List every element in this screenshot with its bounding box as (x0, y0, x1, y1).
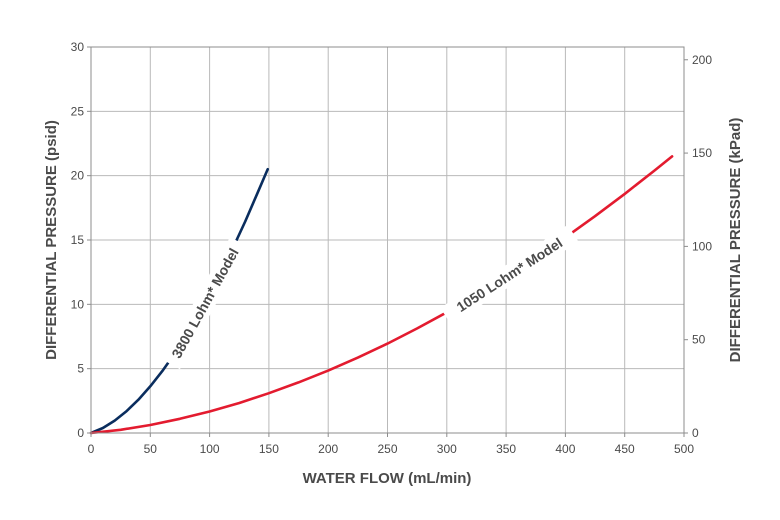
series-line-1 (89, 167, 269, 435)
grid (91, 47, 684, 433)
x-tick-label: 0 (88, 442, 95, 456)
x-tick-label: 250 (377, 442, 397, 456)
x-tick-label: 400 (555, 442, 575, 456)
y-tick-label: 5 (77, 362, 84, 376)
tick-labels: 0 50 100 150 200 250 300 350 400 450 5000510152025… (71, 40, 713, 456)
curve-label-background (440, 224, 579, 325)
x-tick-label: 450 (615, 442, 635, 456)
x-tick-label: 100 (200, 442, 220, 456)
curve-label-background (162, 236, 248, 370)
curve-label-1: 3800 Lohm* Model (168, 245, 241, 360)
curve-label-2: 1050 Lohm* Model (454, 235, 566, 316)
y2-tick-label: 100 (692, 239, 712, 253)
y2-tick-label: 200 (692, 53, 712, 67)
x-tick-label: 500 (674, 442, 694, 456)
y-tick-label: 10 (71, 297, 85, 311)
x-tick-label: 200 (318, 442, 338, 456)
y2-tick-label: 50 (692, 333, 706, 347)
y2-tick-label: 150 (692, 146, 712, 160)
x-tick-label: 300 (437, 442, 457, 456)
curve-labels: 3800 Lohm* Model 1050 Lohm* Model (162, 224, 579, 370)
y2-tick-label: 0 (692, 426, 699, 440)
y-tick-label: 25 (71, 104, 85, 118)
y-tick-label: 15 (71, 233, 85, 247)
y-tick-label: 30 (71, 40, 85, 54)
curves (89, 155, 674, 435)
curve-label-group-1: 3800 Lohm* Model (162, 236, 248, 370)
y-tick-label: 0 (77, 426, 84, 440)
y2-axis-title: DIFFERENTIAL PRESSURE (kPad) (727, 118, 744, 363)
x-axis-title: WATER FLOW (mL/min) (303, 470, 472, 487)
y-axis-title: DIFFERENTIAL PRESSURE (psid) (43, 120, 60, 360)
series-line-2 (89, 155, 674, 435)
y-tick-label: 20 (71, 169, 85, 183)
x-tick-label: 50 (144, 442, 158, 456)
x-tick-label: 350 (496, 442, 516, 456)
x-tick-label: 150 (259, 442, 279, 456)
